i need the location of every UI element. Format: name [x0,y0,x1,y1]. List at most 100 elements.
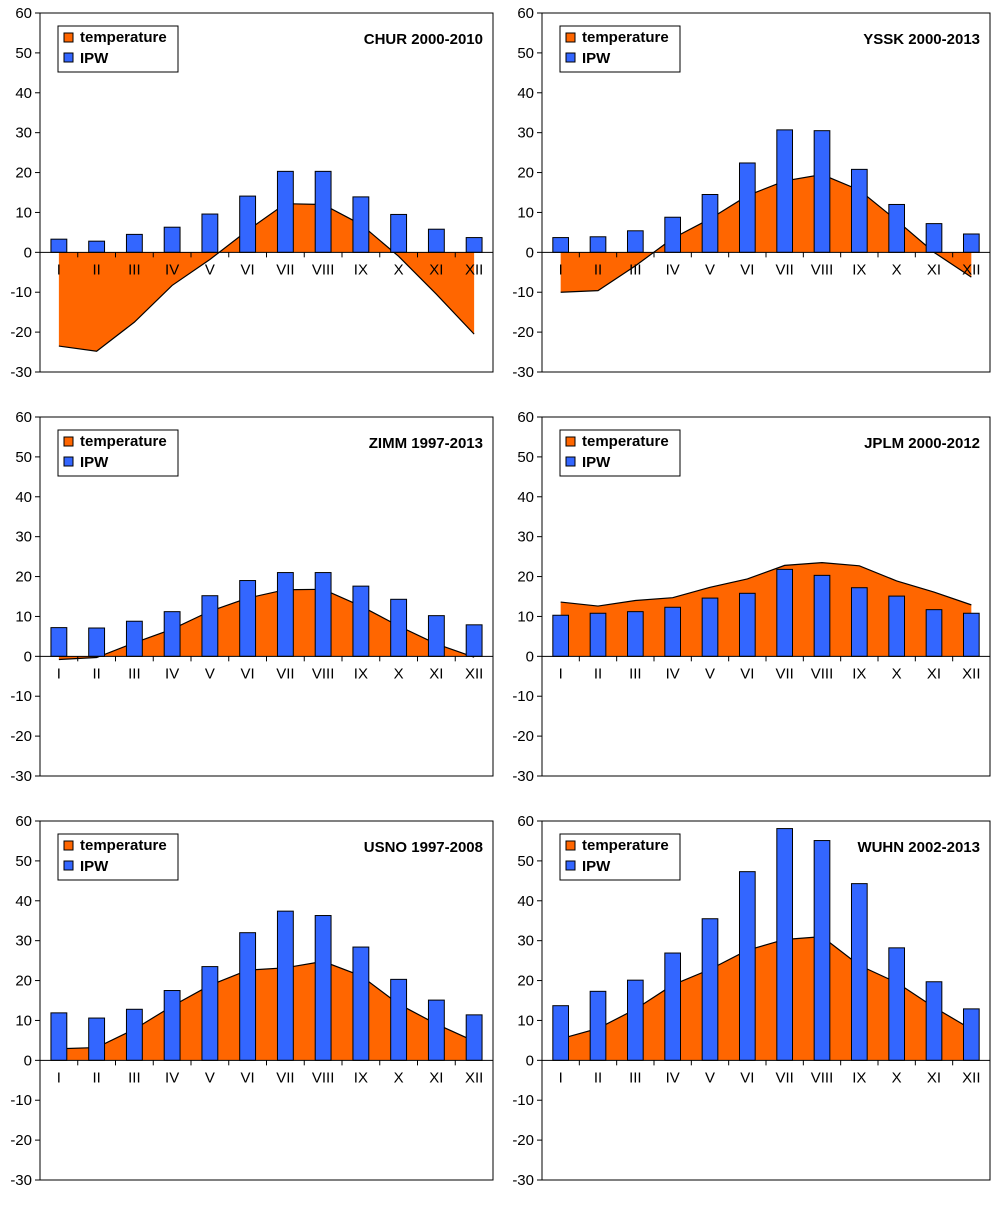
x-tick-label: IV [165,261,179,278]
ipw-bar [552,1005,570,1061]
ipw-bar [962,612,980,657]
y-tick-label: -10 [10,284,32,301]
ipw-bar [276,170,294,253]
chart-title: ZIMM 1997-2013 [369,435,483,452]
ipw-bar [427,999,445,1061]
ipw-bar [163,990,181,1061]
ipw-bar [738,871,756,1061]
ipw-bar [314,572,332,657]
ipw-bar [239,932,257,1061]
y-tick-label: 50 [15,853,32,870]
y-tick-label: -10 [512,688,534,705]
x-tick-label: XI [927,1069,941,1086]
x-tick-label: IX [354,665,368,682]
legend-label-temperature: temperature [582,837,669,854]
ipw-bar [163,226,181,253]
chart-title: CHUR 2000-2010 [364,31,483,48]
y-tick-label: -20 [10,1132,32,1149]
y-tick-label: -30 [10,768,32,785]
x-tick-label: VI [241,261,255,278]
x-tick-label: VIII [811,665,834,682]
y-tick-label: -10 [10,688,32,705]
x-tick-label: VIII [312,261,335,278]
ipw-bar [701,193,719,253]
x-tick-label: V [205,665,215,682]
y-tick-label: 20 [517,973,534,990]
x-tick-label: X [892,1069,902,1086]
legend-label-temperature: temperature [582,433,669,450]
y-tick-label: 40 [15,85,32,102]
legend-label-ipw: IPW [80,454,109,471]
chart-title: WUHN 2002-2013 [857,839,980,856]
x-tick-label: I [559,1069,563,1086]
ipw-bar [50,1012,68,1061]
legend-swatch-temperature [565,32,576,43]
x-tick-label: XII [465,261,483,278]
y-tick-label: 60 [517,5,534,22]
y-tick-label: 10 [517,1012,534,1029]
temperature-area [58,589,475,660]
ipw-bar [465,1014,483,1061]
ipw-bar [352,585,370,657]
y-tick-label: -20 [512,1132,534,1149]
legend-label-ipw: IPW [80,858,109,875]
ipw-bar [50,627,68,657]
ipw-bar [314,915,332,1061]
temperature-area [58,961,475,1061]
ipw-bar [239,195,257,253]
x-tick-label: IV [666,1069,680,1086]
ipw-bar [201,213,219,253]
plot-frame [541,416,991,777]
y-tick-label: 0 [24,648,32,665]
x-tick-label: III [629,261,642,278]
x-tick-label: II [92,1069,100,1086]
legend-swatch-ipw [63,860,74,871]
y-tick-label: 20 [517,165,534,182]
ipw-bar [465,237,483,253]
ipw-bar [626,979,644,1061]
y-tick-label: 30 [15,529,32,546]
legend-box [559,429,681,477]
ipw-bar [888,595,906,657]
ipw-bar [776,568,794,657]
y-tick-label: 60 [517,813,534,830]
x-tick-label: VI [241,665,255,682]
ipw-bar [239,580,257,657]
legend-label-ipw: IPW [582,50,611,67]
legend-swatch-ipw [63,456,74,467]
chart-title: USNO 1997-2008 [364,839,483,856]
x-tick-label: IX [852,1069,866,1086]
ipw-bar [664,216,682,253]
ipw-bar [813,130,831,253]
legend: temperature IPW [57,833,179,881]
ipw-bar [850,168,868,253]
y-tick-label: 50 [15,449,32,466]
y-tick-label: -20 [10,324,32,341]
x-tick-label: III [128,1069,141,1086]
x-tick-label: V [205,261,215,278]
legend-swatch-temperature [63,32,74,43]
y-tick-label: 60 [15,409,32,426]
x-tick-label: I [57,261,61,278]
legend: temperature IPW [559,833,681,881]
y-tick-label: 20 [15,165,32,182]
ipw-bar [589,236,607,253]
ipw-bar [888,203,906,253]
ipw-bar [888,947,906,1061]
x-tick-label: XI [429,261,443,278]
ipw-bar [88,240,106,253]
y-tick-label: 50 [517,449,534,466]
x-tick-label: IX [852,261,866,278]
legend-swatch-ipw [565,860,576,871]
y-tick-label: 10 [517,204,534,221]
plot-frame [39,416,494,777]
y-tick-label: 10 [15,1012,32,1029]
x-tick-label: I [559,261,563,278]
ipw-bar [352,196,370,253]
x-tick-label: II [594,1069,602,1086]
ipw-bar [962,233,980,253]
ipw-bar [427,228,445,253]
x-tick-label: VIII [312,665,335,682]
